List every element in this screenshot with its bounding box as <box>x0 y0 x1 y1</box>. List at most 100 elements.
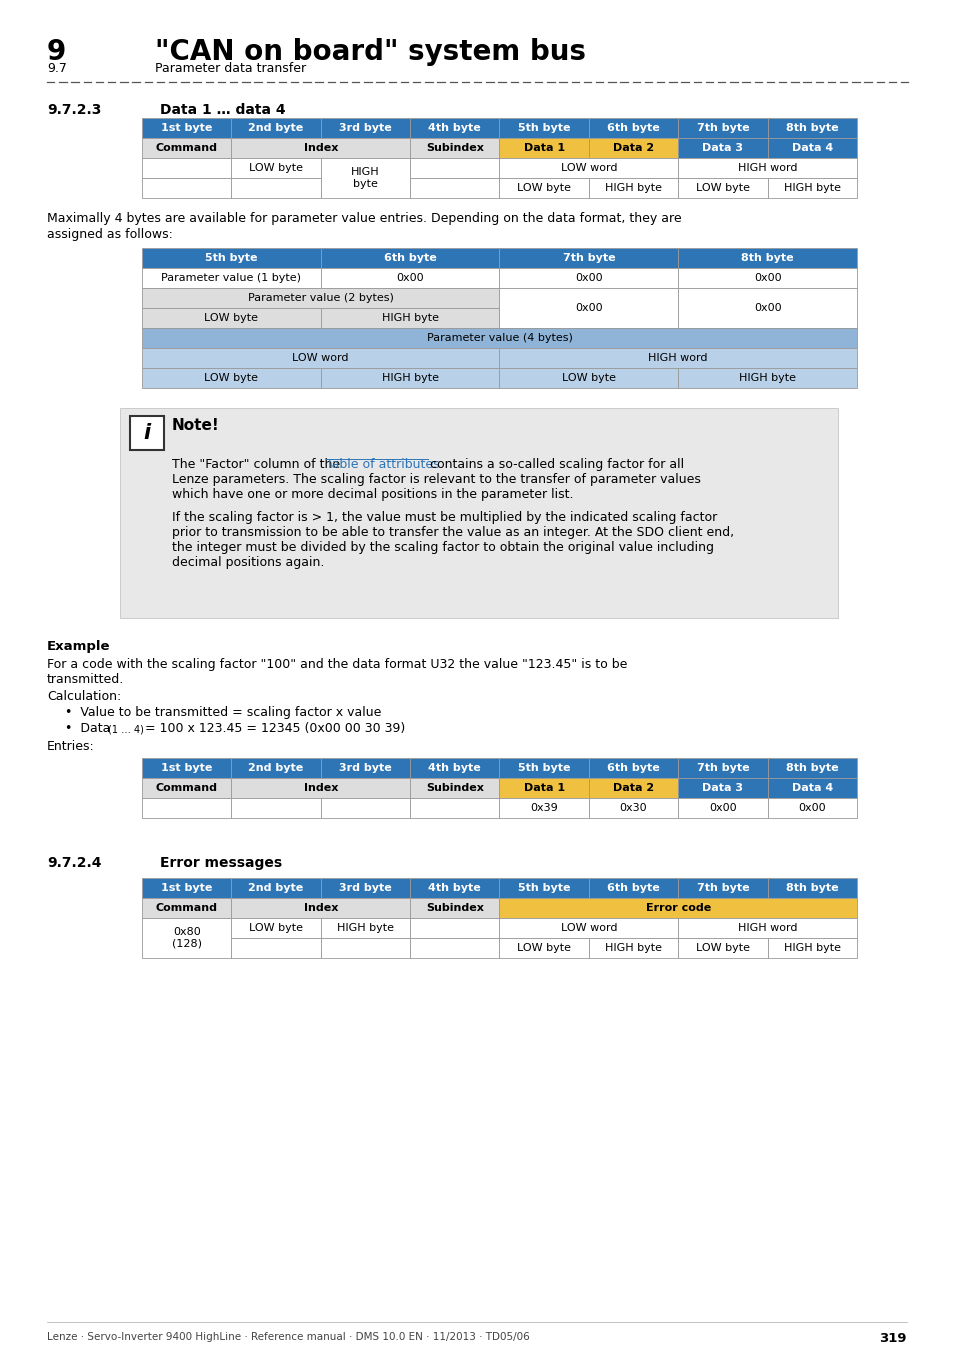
Text: 0x39: 0x39 <box>530 803 558 813</box>
Bar <box>767 778 856 798</box>
Text: Data 1 … data 4: Data 1 … data 4 <box>160 103 285 117</box>
Text: LOW byte: LOW byte <box>695 184 749 193</box>
Bar <box>678 878 767 898</box>
Bar <box>767 938 856 958</box>
Bar <box>410 918 499 938</box>
Text: 5th byte: 5th byte <box>205 252 257 263</box>
Bar <box>142 269 320 288</box>
Bar <box>410 898 499 918</box>
Text: 7th byte: 7th byte <box>562 252 615 263</box>
Text: LOW byte: LOW byte <box>204 313 258 323</box>
Text: which have one or more decimal positions in the parameter list.: which have one or more decimal positions… <box>172 487 573 501</box>
Text: Subindex: Subindex <box>425 903 483 913</box>
Bar <box>499 938 588 958</box>
Text: 6th byte: 6th byte <box>383 252 436 263</box>
Text: Index: Index <box>303 143 337 153</box>
Text: contains a so-called scaling factor for all: contains a so-called scaling factor for … <box>430 458 683 471</box>
Bar <box>499 138 588 158</box>
Text: Index: Index <box>303 903 337 913</box>
Bar <box>499 778 588 798</box>
Text: LOW byte: LOW byte <box>249 163 303 173</box>
Text: 2nd byte: 2nd byte <box>248 763 303 774</box>
Bar <box>142 308 320 328</box>
Text: Command: Command <box>155 143 217 153</box>
Bar <box>142 138 232 158</box>
Text: Index: Index <box>303 783 337 792</box>
Bar <box>678 248 856 269</box>
Bar <box>588 798 678 818</box>
Text: LOW word: LOW word <box>560 163 617 173</box>
Text: 4th byte: 4th byte <box>428 883 480 892</box>
Text: 8th byte: 8th byte <box>740 252 793 263</box>
Bar <box>142 348 499 369</box>
Bar <box>588 778 678 798</box>
Bar <box>320 248 499 269</box>
Text: 8th byte: 8th byte <box>785 123 838 134</box>
Text: 9: 9 <box>47 38 66 66</box>
Bar <box>142 778 232 798</box>
Text: 0x00: 0x00 <box>798 803 825 813</box>
Bar <box>678 178 767 198</box>
Bar <box>499 918 678 938</box>
Bar <box>678 757 767 778</box>
Bar <box>130 416 164 450</box>
Text: 319: 319 <box>879 1332 906 1345</box>
Text: 2nd byte: 2nd byte <box>248 883 303 892</box>
Text: i: i <box>143 423 151 443</box>
Text: Data 4: Data 4 <box>791 143 832 153</box>
Bar <box>499 158 678 178</box>
Bar <box>142 369 320 387</box>
Text: Lenze parameters. The scaling factor is relevant to the transfer of parameter va: Lenze parameters. The scaling factor is … <box>172 472 700 486</box>
Bar <box>588 878 678 898</box>
Bar <box>678 117 767 138</box>
Text: •  Data: • Data <box>65 722 111 734</box>
Text: 6th byte: 6th byte <box>606 763 659 774</box>
Bar <box>320 269 499 288</box>
Text: HIGH byte: HIGH byte <box>381 313 438 323</box>
Text: HIGH word: HIGH word <box>737 163 797 173</box>
Text: Parameter data transfer: Parameter data transfer <box>154 62 306 76</box>
Text: 3rd byte: 3rd byte <box>338 763 392 774</box>
Bar <box>232 138 410 158</box>
Bar <box>142 898 232 918</box>
Text: the integer must be divided by the scaling factor to obtain the original value i: the integer must be divided by the scali… <box>172 541 713 554</box>
Bar <box>499 269 678 288</box>
Text: Data 4: Data 4 <box>791 783 832 792</box>
Bar <box>678 369 856 387</box>
Bar <box>410 757 499 778</box>
Text: Data 1: Data 1 <box>523 783 564 792</box>
Text: LOW byte: LOW byte <box>561 373 616 383</box>
Bar <box>499 878 588 898</box>
Bar <box>142 178 232 198</box>
Text: 2nd byte: 2nd byte <box>248 123 303 134</box>
Text: (1 … 4): (1 … 4) <box>108 725 144 734</box>
Text: HIGH word: HIGH word <box>737 923 797 933</box>
Bar <box>142 158 232 178</box>
Bar <box>678 918 856 938</box>
Text: 1st byte: 1st byte <box>161 883 213 892</box>
Bar <box>320 369 499 387</box>
Bar <box>232 938 320 958</box>
Text: assigned as follows:: assigned as follows: <box>47 228 172 242</box>
Bar <box>678 288 856 328</box>
Text: HIGH byte: HIGH byte <box>783 944 840 953</box>
Bar <box>320 757 410 778</box>
Bar <box>767 878 856 898</box>
Text: 1st byte: 1st byte <box>161 763 213 774</box>
Text: 8th byte: 8th byte <box>785 883 838 892</box>
Text: LOW byte: LOW byte <box>249 923 303 933</box>
Bar <box>320 878 410 898</box>
Bar <box>232 178 320 198</box>
Bar <box>320 117 410 138</box>
Bar <box>678 138 767 158</box>
Bar <box>499 288 678 328</box>
Text: 0x80
(128): 0x80 (128) <box>172 927 201 949</box>
Bar <box>588 178 678 198</box>
Text: 7th byte: 7th byte <box>696 763 748 774</box>
Text: 3rd byte: 3rd byte <box>338 123 392 134</box>
Text: 7th byte: 7th byte <box>696 123 748 134</box>
Text: 0x00: 0x00 <box>575 273 602 284</box>
Bar <box>410 178 499 198</box>
Bar <box>588 117 678 138</box>
Bar <box>320 918 410 938</box>
